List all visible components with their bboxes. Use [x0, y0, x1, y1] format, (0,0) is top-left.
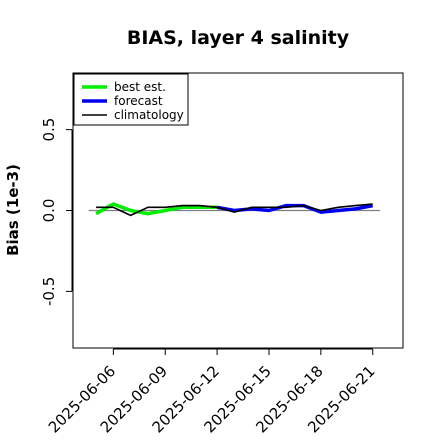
series-line-climatology — [96, 203, 373, 217]
legend-label: forecast — [114, 94, 163, 108]
series-line-best-est — [95, 202, 218, 216]
y-tick-label: -0.5 — [40, 277, 58, 306]
series-layer — [95, 202, 374, 217]
x-axis: 2025-06-062025-06-092025-06-122025-06-15… — [45, 348, 379, 436]
legend-label: best est. — [114, 80, 166, 94]
y-tick-label: 0.5 — [40, 118, 58, 142]
chart-title: BIAS, layer 4 salinity — [127, 27, 350, 49]
plot-frame — [72, 72, 404, 349]
y-axis-label: Bias (1e-3) — [4, 164, 22, 256]
y-tick-label: 0.0 — [40, 199, 58, 223]
y-axis: -0.5 0.0 0.5 — [40, 118, 73, 306]
legend-label: climatology — [114, 108, 184, 122]
